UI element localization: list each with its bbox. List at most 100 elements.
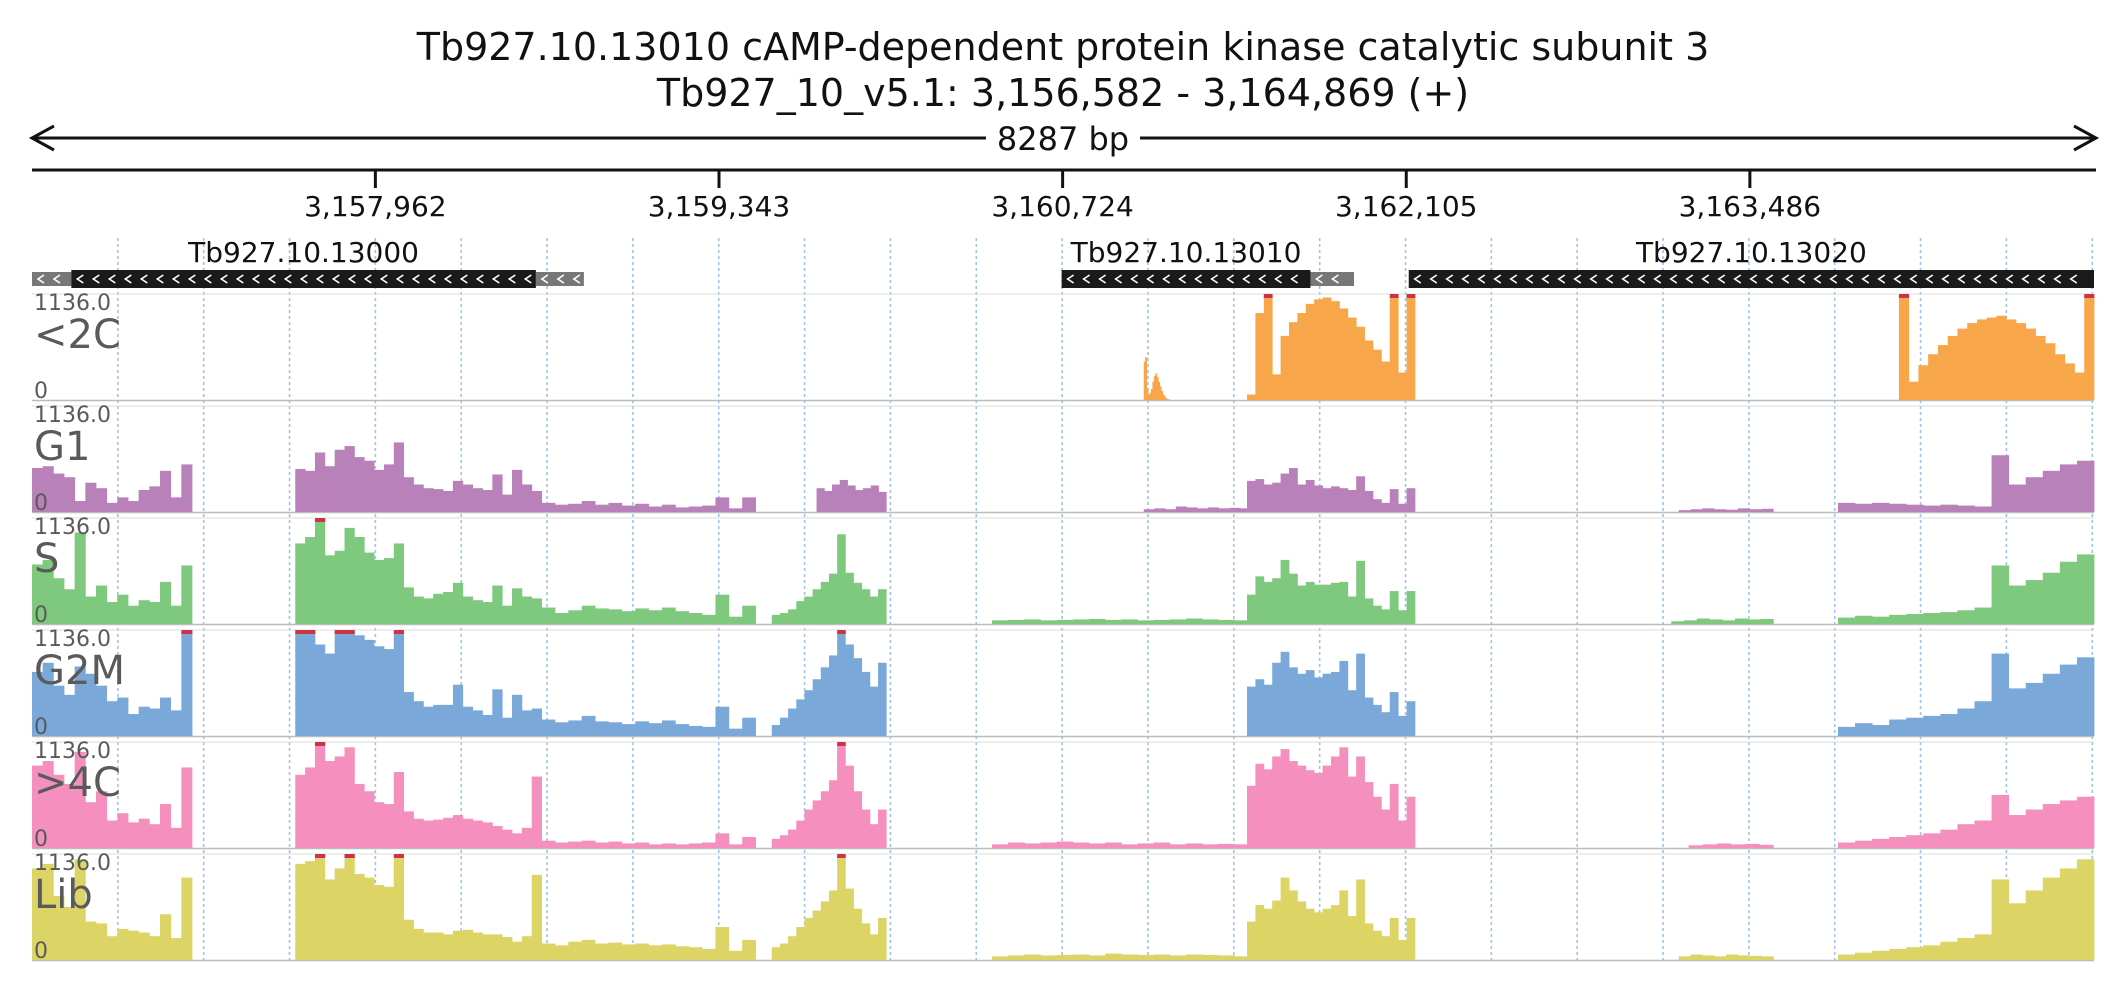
coverage-bar [635,943,649,960]
coverage-bar [1889,949,1907,960]
coverage-bar [1169,844,1187,848]
coverage-bar [1957,610,1975,624]
coverage-bar [512,941,523,960]
strand-arrow [1210,274,1219,284]
strand-arrow [1989,274,1998,284]
coverage-bar [1906,717,1924,736]
coverage-bar [1330,486,1340,512]
coverage-bar [1940,504,1958,512]
coverage-bar [1714,956,1727,960]
coverage-bar [521,936,533,960]
coverage-bar [1381,609,1391,624]
coverage-bar [413,701,424,736]
coverage-bar [861,589,871,624]
strand-arrow [1749,274,1758,284]
coverage-bar [861,923,871,960]
coverage-bar [1702,844,1718,848]
coverage-bar [1381,502,1391,512]
strand-arrow [379,274,388,284]
coverage-bar [334,632,345,736]
coverage-bar [127,714,140,736]
coverage-bar [1356,653,1365,736]
coverage-bar [295,543,306,624]
coverage-bar [95,488,108,512]
coverage-bar [159,697,172,736]
coverage-bar [383,804,395,848]
strand-arrow [443,274,452,284]
track-name-label: Lib [34,872,93,918]
coverage-bar [364,877,375,960]
coverage-bar [1218,619,1235,624]
coverage-bar [295,632,306,736]
coverage-bar [1381,712,1391,736]
strand-arrow [1098,274,1107,284]
coverage-bar [1837,502,1856,512]
coverage-bar [106,701,118,736]
strand-arrow [1461,274,1470,284]
coverage-bar [1146,389,1149,400]
strand-arrow [459,274,468,284]
coverage-bar [1678,956,1691,960]
coverage-bar [1372,499,1382,512]
coverage-bar [106,602,118,624]
coverage-bar [462,818,474,848]
coverage-bar [1322,297,1332,400]
coverage-bar [85,802,97,848]
coverage-bar [334,868,345,960]
coverage-bar [742,717,756,736]
coverage-bar [828,655,838,736]
strand-arrow [1258,274,1267,284]
coverage-bar [1288,468,1298,512]
span-length-label: 8287 bp [997,120,1129,158]
coverage-bar [383,464,395,512]
coverage-bar [568,610,583,624]
coverage-bar [554,842,569,848]
coverage-bar [1940,829,1958,848]
strand-arrow [1242,274,1251,284]
coverage-bar [32,671,44,736]
coverage-bar [832,484,841,512]
coverage-bar [1749,509,1762,512]
coverage-bar [1974,506,1992,512]
coverage-bar [1976,319,1988,400]
coverage-bar [443,934,454,960]
coverage-bar [305,861,316,960]
strand-arrow [1509,274,1518,284]
coverage-bar [452,582,464,624]
strand-arrow [1445,274,1454,284]
coverage-bar [1272,482,1281,512]
strand-arrow [1274,274,1283,284]
coverage-bar [702,726,716,736]
strand-arrow [1733,274,1742,284]
coverage-bar [1165,509,1177,512]
coverage-bar [1247,480,1256,512]
coverage-bar [845,765,854,848]
coverage-bar [354,537,365,624]
strand-arrow [347,274,356,284]
coverage-bar [403,919,414,960]
coverage-bar [991,844,1009,848]
coverage-bar [1263,484,1273,512]
strand-arrow [507,274,516,284]
coverage-bar [1247,394,1256,400]
coverage-bar [608,609,623,624]
coverage-bar [1339,660,1349,736]
coverage-bar [728,950,743,960]
coverage-bar [53,774,65,848]
coverage-bar [1202,619,1219,624]
coverage-bar [1837,617,1856,624]
strand-arrow [1573,274,1582,284]
clipped-marker [393,854,405,858]
coverage-bar [554,613,569,624]
gene-label: Tb927.10.13020 [1635,236,1867,269]
coverage-bar [423,706,434,736]
coverage-bar [1898,296,1910,400]
coverage-bar [1974,820,1992,848]
strand-arrow [1765,274,1774,284]
coverage-bar [1923,715,1941,736]
coverage-bar [862,488,872,512]
strand-arrow [36,274,45,284]
coverage-bar [1339,747,1349,848]
coverage-bar [796,820,805,848]
